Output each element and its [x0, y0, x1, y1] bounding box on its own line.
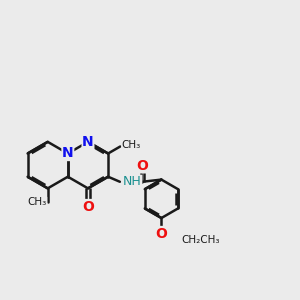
Text: CH₂CH₃: CH₂CH₃ — [181, 235, 219, 245]
Text: O: O — [82, 200, 94, 214]
Text: N: N — [62, 146, 74, 161]
Text: N: N — [82, 135, 94, 149]
Text: CH₃: CH₃ — [28, 197, 47, 207]
Text: NH: NH — [123, 175, 142, 188]
Text: O: O — [155, 226, 167, 241]
Text: O: O — [136, 159, 148, 173]
Text: CH₃: CH₃ — [122, 140, 141, 150]
